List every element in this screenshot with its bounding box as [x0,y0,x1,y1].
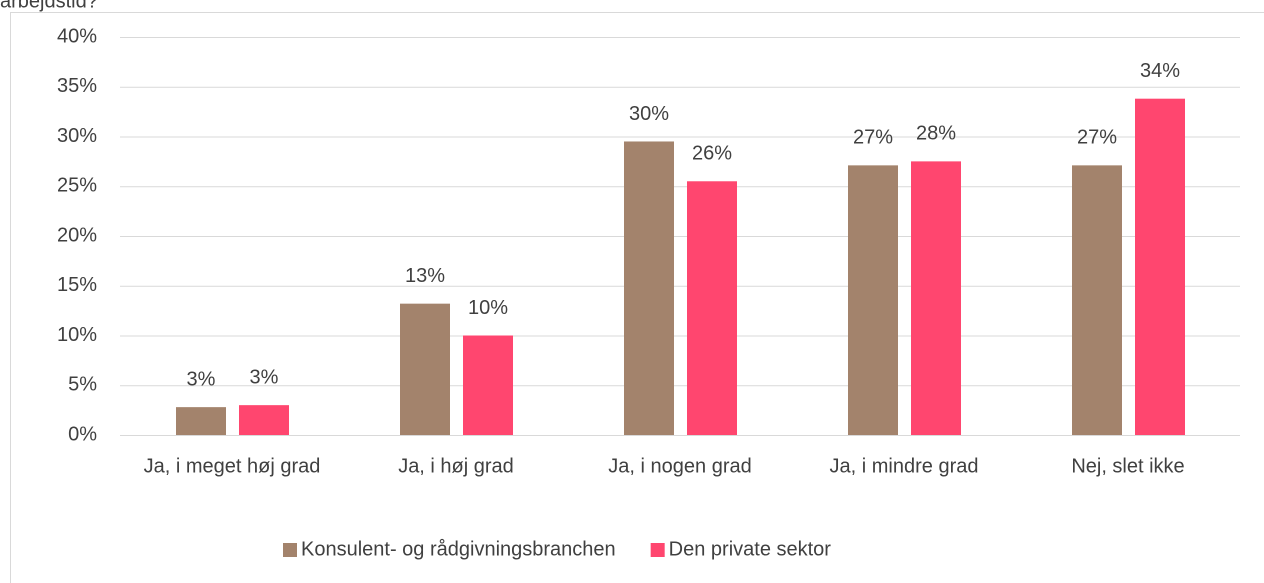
data-label: 34% [1140,60,1180,82]
bar [911,161,961,435]
data-label: 26% [692,143,732,165]
data-label: 3% [187,368,216,390]
bar [176,407,226,435]
x-tick-label: Ja, i nogen grad [608,455,751,477]
data-label: 27% [853,127,893,149]
data-label: 13% [405,265,445,287]
y-tick-label: 10% [57,324,97,346]
x-tick-label: Ja, i høj grad [398,455,514,477]
chart-frame [10,12,1264,583]
chart-title: arbejdstid? [0,0,98,12]
y-tick-label: 5% [68,374,97,396]
data-label: 10% [468,297,508,319]
legend-swatch [283,543,297,557]
bar [687,181,737,435]
y-tick-label: 25% [57,175,97,197]
y-tick-label: 20% [57,224,97,246]
bar [848,165,898,436]
data-label: 28% [916,123,956,145]
y-tick-label: 35% [57,75,97,97]
data-label: 27% [1077,127,1117,149]
y-tick-label: 40% [57,25,97,47]
y-tick-label: 30% [57,125,97,147]
legend-label: Konsulent- og rådgivningsbranchen [301,538,616,560]
x-tick-label: Nej, slet ikke [1071,455,1184,477]
bar [1135,98,1185,435]
data-label: 30% [629,103,669,125]
legend-swatch [650,543,665,557]
y-tick-label: 15% [57,274,97,296]
bar [239,405,289,435]
x-tick-label: Ja, i mindre grad [830,455,979,477]
y-tick-label: 0% [68,423,97,445]
data-label: 3% [250,366,279,388]
x-tick-label: Ja, i meget høj grad [144,455,321,477]
bar [463,335,513,435]
bar [400,303,450,435]
bar [1072,165,1122,436]
bar [624,141,674,435]
legend-label: Den private sektor [669,538,832,560]
